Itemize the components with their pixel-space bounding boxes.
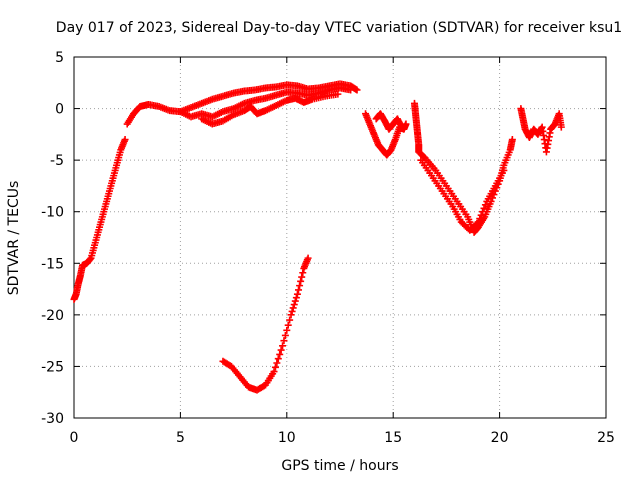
data-point: [290, 301, 298, 309]
data-point: [293, 290, 301, 298]
plot-frame: [73, 56, 607, 419]
data-point: [296, 282, 304, 290]
y-tick-label: -30: [41, 411, 64, 427]
y-tick-label: -5: [50, 153, 64, 169]
y-axis-label: SDTVAR / TECUs: [6, 181, 22, 296]
data-point: [281, 331, 289, 339]
y-tick-label: -15: [41, 256, 64, 272]
data-point: [286, 316, 294, 324]
data-point: [398, 123, 406, 131]
data-point: [299, 269, 307, 277]
x-tick-label: 0: [70, 430, 79, 446]
axis-ticks: [73, 56, 607, 419]
x-tick-label: 5: [176, 430, 185, 446]
y-tick-label: -20: [41, 308, 64, 324]
data-point: [557, 123, 565, 131]
data-point: [287, 311, 295, 319]
data-point: [347, 86, 355, 94]
data-point: [284, 321, 292, 329]
series-sat-a: [70, 136, 129, 303]
data-point: [480, 204, 488, 212]
data-point: [291, 297, 299, 305]
data-point: [297, 277, 305, 285]
data-point: [500, 166, 508, 174]
data-point: [271, 363, 279, 371]
data-point: [279, 342, 287, 350]
data-point: [508, 136, 516, 144]
chart-title: Day 017 of 2023, Sidereal Day-to-day VTE…: [56, 20, 622, 36]
series-sat-d: [198, 90, 342, 128]
y-tick-label: 5: [55, 50, 64, 66]
data-point: [273, 359, 281, 367]
data-point: [479, 208, 487, 216]
data-point: [283, 326, 291, 334]
x-tick-label: 20: [491, 430, 509, 446]
data-point: [481, 201, 489, 209]
series-sat-g: [372, 110, 406, 133]
data-point: [295, 286, 303, 294]
data-point: [276, 350, 284, 358]
data-point: [277, 346, 285, 354]
data-point: [121, 136, 129, 144]
data-point: [270, 368, 278, 376]
y-tick-label: -25: [41, 359, 64, 375]
data-point: [334, 90, 342, 98]
x-tick-label: 10: [278, 430, 296, 446]
series-sat-c: [176, 84, 355, 121]
x-axis-label: GPS time / hours: [281, 458, 398, 474]
series-sat-b: [123, 80, 361, 128]
series-sat-i: [417, 156, 508, 234]
data-points: [70, 80, 565, 394]
data-point: [474, 218, 482, 226]
data-point: [476, 215, 484, 223]
series-sat-e: [219, 254, 312, 394]
data-point: [353, 86, 361, 94]
data-point: [473, 219, 481, 227]
data-point: [304, 254, 312, 262]
data-point: [298, 273, 306, 281]
series-sat-j: [517, 105, 565, 156]
data-point: [292, 294, 300, 302]
x-tick-label: 25: [597, 430, 615, 446]
data-point: [477, 211, 485, 219]
data-point: [289, 304, 297, 312]
data-point: [288, 307, 296, 315]
tick-labels: 0 5 10 15 20 25 -30 -25 -20 -15 -10 -5 0 5: [41, 50, 615, 446]
y-tick-label: -10: [41, 205, 64, 221]
data-point: [274, 355, 282, 363]
x-tick-label: 15: [384, 430, 402, 446]
y-tick-label: 0: [55, 102, 64, 118]
data-point: [280, 337, 288, 345]
